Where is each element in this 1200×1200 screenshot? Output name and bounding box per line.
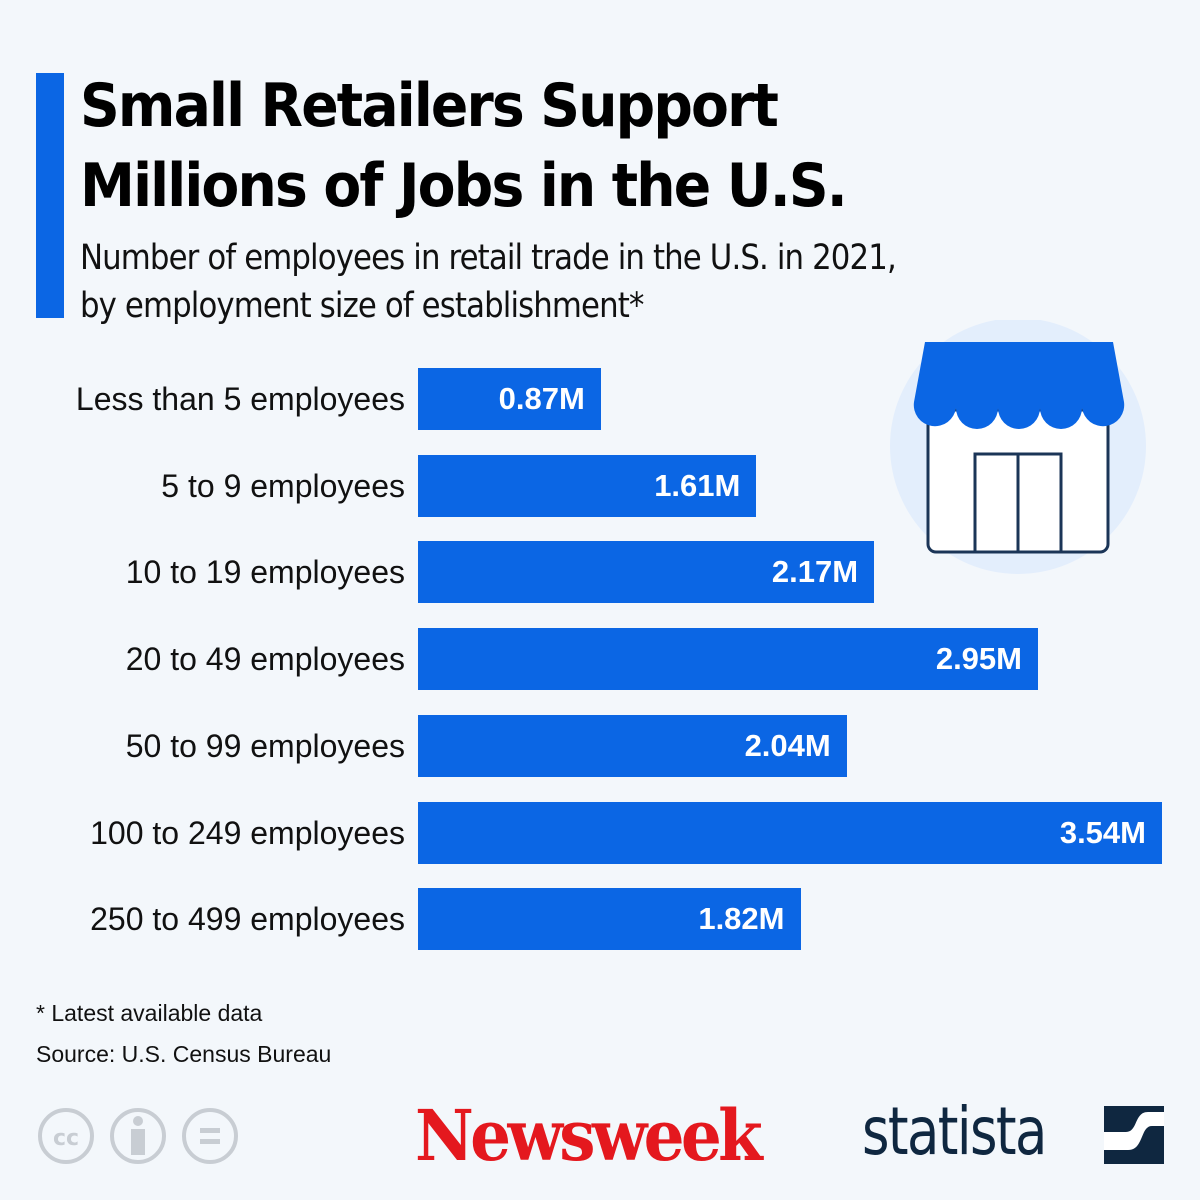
subtitle-line-1: Number of employees in retail trade in t… (80, 238, 897, 278)
value-label: 1.82M (698, 901, 785, 937)
bar (418, 628, 1038, 691)
category-label: Less than 5 employees (75, 381, 405, 417)
source: Source: U.S. Census Bureau (36, 1041, 332, 1067)
bar (418, 454, 757, 517)
bar (418, 368, 601, 430)
category-label: 50 to 99 employees (125, 727, 405, 764)
bar (418, 541, 875, 604)
bar (418, 714, 847, 777)
category-label: 10 to 19 employees (125, 554, 405, 591)
cc-icon: cc (38, 1108, 94, 1164)
statista-logo-mark (1104, 1106, 1164, 1164)
value-label: 2.17M (771, 554, 859, 590)
value-label: 3.54M (1059, 814, 1146, 850)
footnote: * Latest available data (36, 1000, 263, 1026)
category-label: 100 to 249 employees (90, 814, 405, 851)
value-label: 0.87M (498, 381, 585, 416)
title-accent-bar (36, 73, 64, 318)
chart-title: Small Retailers Support Millions of Jobs… (80, 71, 848, 221)
value-label: 1.61M (654, 467, 741, 503)
statista-logo: statista (862, 1093, 1047, 1170)
newsweek-logo: Newsweek (415, 1094, 763, 1177)
category-label: 250 to 499 employees (90, 901, 405, 938)
subtitle-line-2: by employment size of establishment* (80, 286, 644, 326)
category-label: 5 to 9 employees (161, 467, 405, 504)
value-label: 2.04M (744, 727, 831, 763)
no-derivatives-icon (182, 1108, 238, 1164)
bar (418, 888, 801, 951)
value-label: 2.95M (935, 641, 1022, 677)
attribution-icon (110, 1108, 166, 1164)
store-icon (890, 320, 1146, 574)
chart-subtitle: Number of employees in retail trade in t… (80, 234, 960, 330)
bar (418, 801, 1162, 864)
svg-text:cc: cc (53, 1126, 79, 1151)
category-label: 20 to 49 employees (125, 641, 405, 678)
